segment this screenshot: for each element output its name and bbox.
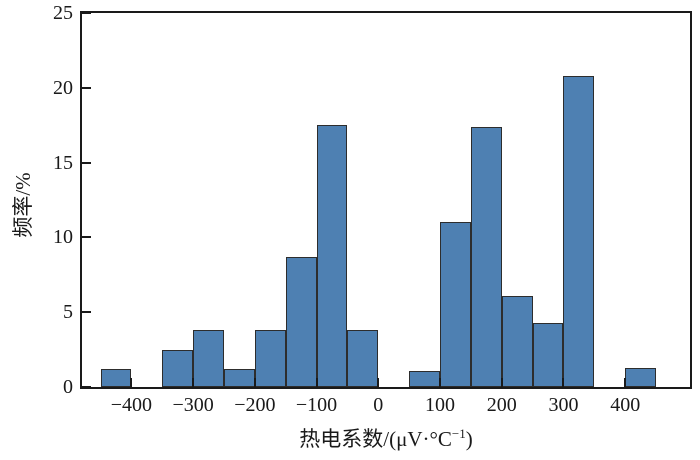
y-tick-label: 20 (53, 76, 73, 99)
y-axis-tick (82, 12, 91, 14)
histogram-bar (532, 322, 564, 387)
x-tick-label: 400 (610, 394, 641, 416)
x-axis-tick (439, 378, 441, 387)
x-axis-tick (500, 378, 503, 387)
histogram-bar (347, 330, 379, 387)
x-tick-label: 100 (425, 394, 455, 416)
x-tick-label: −400 (110, 394, 153, 416)
x-tick-label: −200 (234, 394, 276, 416)
y-tick-label: 25 (53, 2, 73, 24)
y-axis-tick (82, 86, 91, 89)
histogram-bar (440, 222, 471, 387)
x-tick-label: −300 (172, 394, 214, 416)
y-tick-label: 10 (53, 226, 73, 249)
histogram-bar (563, 75, 595, 387)
y-axis-tick (82, 236, 91, 239)
x-axis-tick (377, 378, 380, 387)
x-axis-label: 热电系数/(μV·°C−1) (82, 424, 690, 454)
x-tick-label: 300 (548, 394, 579, 416)
x-axis-tick (624, 378, 627, 387)
x-tick-label: −100 (295, 394, 338, 416)
y-tick-label: 15 (53, 151, 73, 174)
plot-area (80, 11, 692, 389)
histogram-bar (193, 330, 224, 387)
histogram-bar (254, 330, 286, 387)
bars-container (82, 13, 690, 387)
y-tick-label: 5 (63, 301, 73, 324)
x-axis-label-text: 热电系数/(μV·°C (299, 427, 452, 451)
histogram-bar (625, 367, 657, 387)
x-axis-tick (562, 378, 565, 387)
histogram-bar (162, 349, 194, 387)
ticks-container (82, 12, 690, 388)
y-tick-label: 0 (63, 376, 73, 398)
x-axis-tick (315, 378, 318, 387)
y-axis-tick (82, 311, 91, 314)
x-axis-label-suffix: ) (465, 427, 473, 451)
x-axis-tick (253, 378, 256, 387)
x-axis-tick (192, 378, 195, 387)
x-axis-tick (130, 378, 133, 387)
x-tick-label: 0 (373, 394, 384, 416)
histogram-bar (316, 125, 348, 387)
x-axis-label-superscript: −1 (451, 426, 466, 441)
histogram-bar (285, 256, 317, 387)
y-axis-tick (82, 161, 91, 164)
y-axis-tick (82, 386, 91, 388)
x-tick-label: 200 (486, 394, 517, 416)
histogram-bar (470, 126, 502, 387)
histogram-bar (501, 295, 533, 387)
